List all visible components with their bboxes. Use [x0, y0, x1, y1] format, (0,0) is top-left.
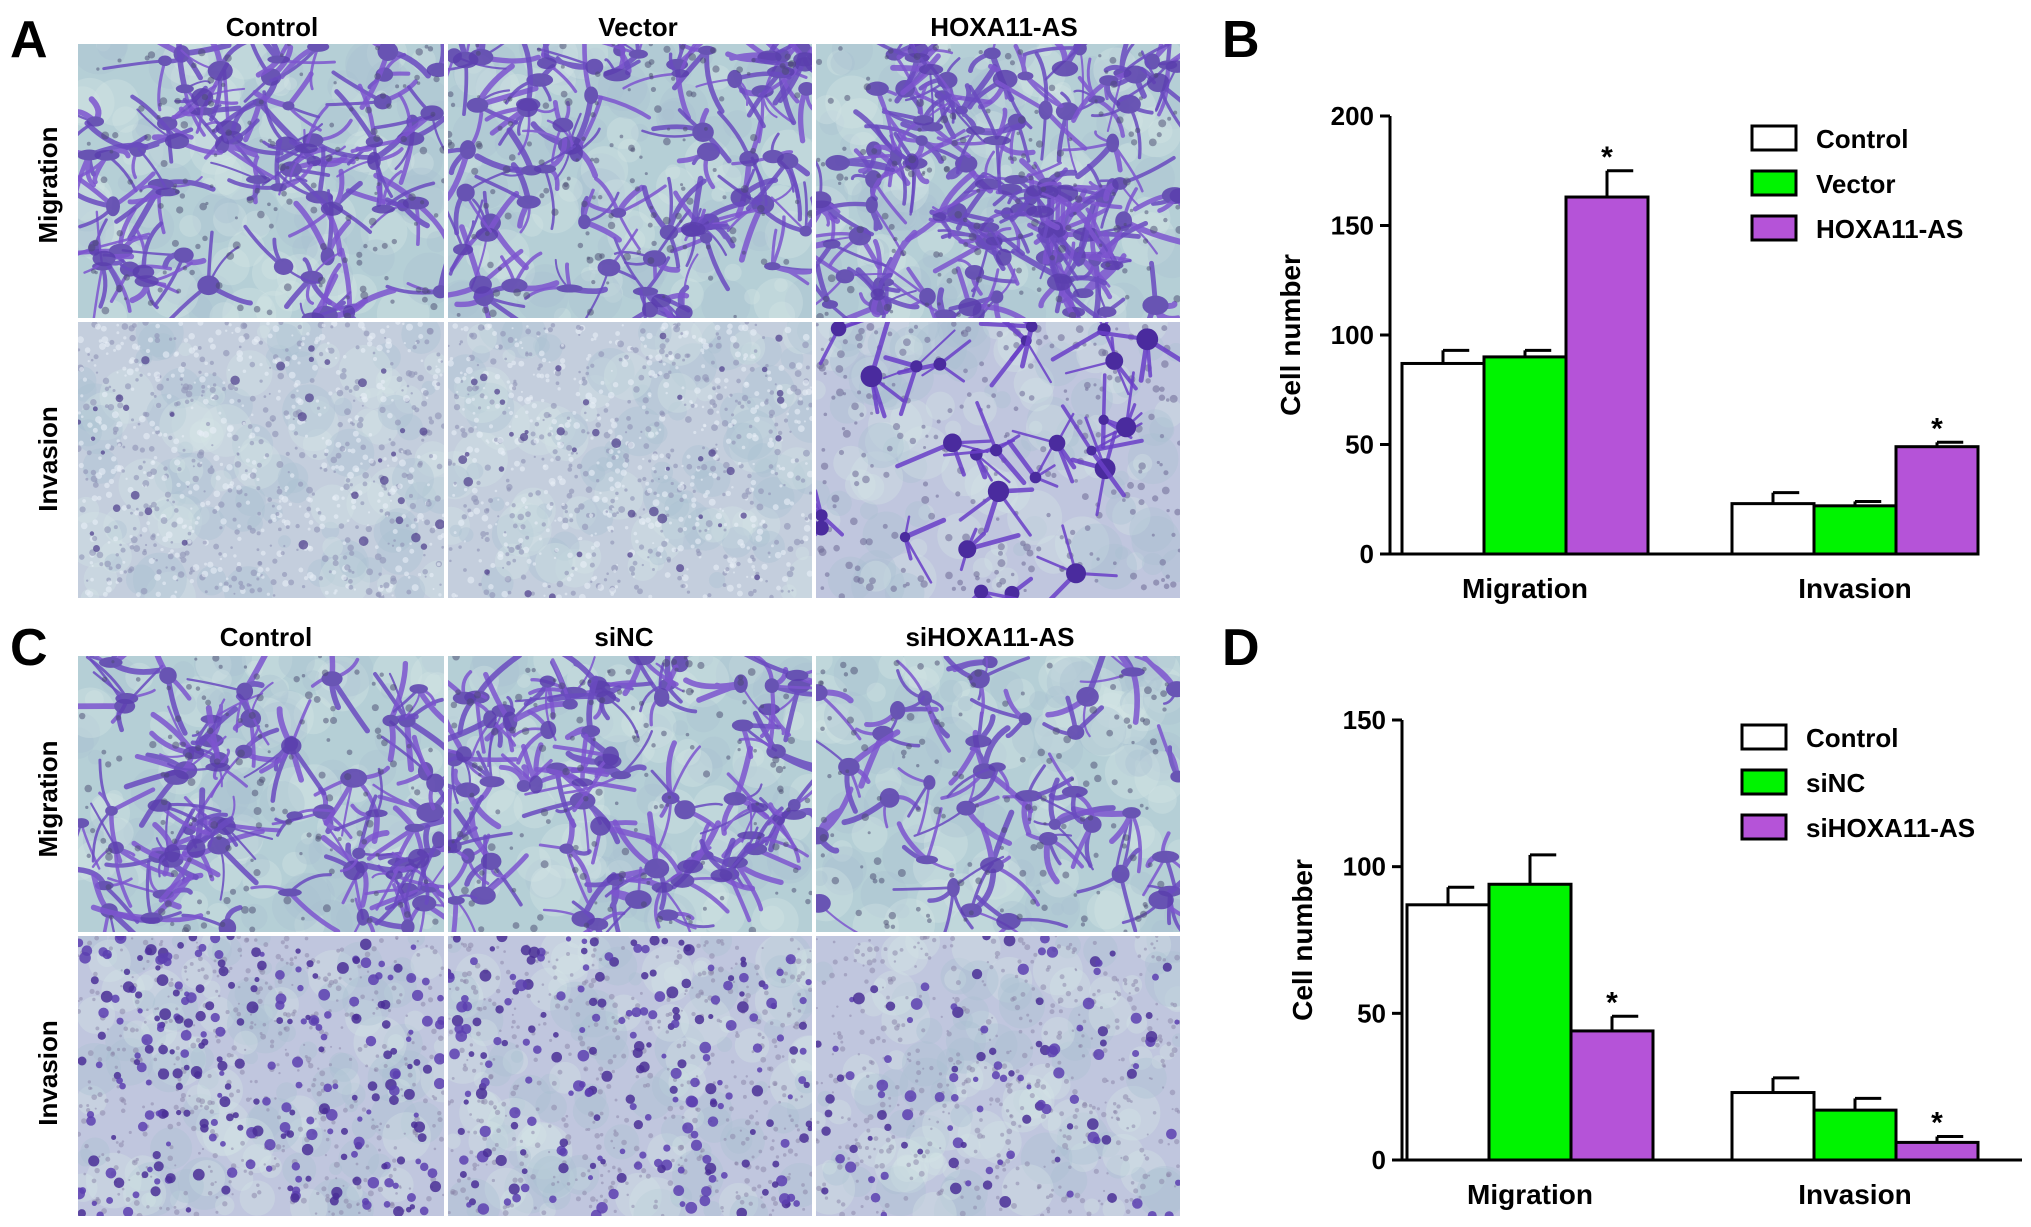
- panel-letter-a: A: [10, 11, 48, 69]
- significance-marker: *: [1931, 1107, 1943, 1140]
- y-tick-label: 150: [1343, 705, 1386, 735]
- micro-texture: [448, 656, 812, 932]
- micro-texture: [448, 44, 812, 318]
- legend-swatch: [1750, 124, 1798, 152]
- micro-c-sihoxa11-as-invasion: [816, 936, 1180, 1216]
- y-tick-label: 50: [1345, 430, 1374, 460]
- significance-marker: *: [1606, 986, 1618, 1019]
- bar: [1569, 1029, 1655, 1162]
- micro-c-sinc-invasion: [448, 936, 812, 1216]
- micro-texture: [78, 656, 444, 932]
- panel-c-column-title-control: Control: [219, 622, 313, 652]
- y-tick-label: 50: [1357, 998, 1386, 1028]
- bar: [1812, 504, 1898, 556]
- micro-texture: [448, 322, 812, 598]
- chart-b: 0 50 100 150 200 Cell number * Migration * Invasi…: [1222, 90, 2022, 620]
- micro-texture: [816, 322, 1180, 598]
- panel-c-column-title-sihoxa11-as: siHOXA11-AS: [905, 622, 1075, 652]
- x-tick-label: Invasion: [1798, 1179, 1912, 1210]
- y-tick-label: 0: [1360, 539, 1374, 569]
- bar: [1894, 445, 1980, 556]
- y-axis-label: Cell number: [1275, 254, 1306, 416]
- legend-swatch: [1740, 768, 1788, 796]
- micro-c-control-invasion: [78, 936, 444, 1216]
- micro-a-vector-invasion: [448, 322, 812, 598]
- bar: [1812, 1108, 1898, 1162]
- significance-marker: *: [1601, 141, 1613, 174]
- legend-label: Control: [1816, 124, 1908, 154]
- chart-d: 0 50 100 150 Cell number * Migration * Invasion C…: [1222, 700, 2022, 1220]
- panel-a-column-title-vector: Vector: [598, 12, 678, 42]
- x-tick-label: Migration: [1467, 1179, 1593, 1210]
- micro-a-control-invasion: [78, 322, 444, 598]
- bar: [1894, 1140, 1980, 1162]
- panel-letter-c: C: [10, 619, 48, 677]
- x-tick-label: Migration: [1462, 573, 1588, 604]
- legend-swatch: [1750, 214, 1798, 242]
- panel-a-row-title-migration: Migration: [33, 126, 63, 244]
- micro-a-control-migration: [78, 44, 444, 318]
- legend-swatch: [1750, 169, 1798, 197]
- panel-a-column-title-hoxa11-as: HOXA11-AS: [930, 12, 1078, 42]
- bar: [1487, 882, 1573, 1162]
- y-tick-label: 200: [1331, 101, 1374, 131]
- micro-texture: [816, 44, 1180, 318]
- panel-letter-d: D: [1222, 619, 1260, 677]
- y-tick-label: 100: [1343, 852, 1386, 882]
- bar: [1730, 1091, 1816, 1162]
- micro-a-hoxa11-as-invasion: [816, 322, 1180, 598]
- micro-texture: [448, 936, 812, 1216]
- micro-texture: [78, 44, 444, 318]
- panel-c-column-title-sinc: siNC: [594, 622, 654, 652]
- panel-a-column-title-control: Control: [225, 12, 319, 42]
- x-tick-label: Invasion: [1798, 573, 1912, 604]
- micro-a-vector-migration: [448, 44, 812, 318]
- legend-swatch: [1740, 813, 1788, 841]
- legend-swatch: [1740, 723, 1788, 751]
- bar: [1730, 502, 1816, 556]
- y-tick-label: 150: [1331, 211, 1374, 241]
- significance-marker: *: [1931, 412, 1943, 445]
- y-axis-label: Cell number: [1287, 859, 1318, 1021]
- micro-c-sihoxa11-as-migration: [816, 656, 1180, 932]
- panel-c-row-title-invasion: Invasion: [33, 1020, 63, 1126]
- micro-texture: [816, 936, 1180, 1216]
- y-tick-label: 0: [1372, 1145, 1386, 1175]
- legend-label: siNC: [1806, 768, 1865, 798]
- panel-letter-b: B: [1222, 11, 1260, 69]
- legend-label: Vector: [1816, 169, 1896, 199]
- micro-a-hoxa11-as-migration: [816, 44, 1180, 318]
- micro-c-control-migration: [78, 656, 444, 932]
- bar: [1564, 195, 1650, 556]
- legend-label: HOXA11-AS: [1816, 214, 1963, 244]
- bar: [1405, 903, 1491, 1162]
- panel-a-row-title-invasion: Invasion: [33, 406, 63, 512]
- chart-d-svg: 0 50 100 150 Cell number * Migration * Invasion C…: [1287, 705, 2022, 1210]
- micro-c-sinc-migration: [448, 656, 812, 932]
- micro-texture: [78, 322, 444, 598]
- bar: [1482, 355, 1568, 556]
- micro-texture: [816, 656, 1180, 932]
- bar: [1400, 361, 1486, 556]
- panel-c-row-title-migration: Migration: [33, 740, 63, 858]
- chart-b-svg: 0 50 100 150 200 Cell number * Migration * Invasi…: [1275, 101, 1980, 604]
- legend-label: siHOXA11-AS: [1806, 813, 1975, 843]
- micro-texture: [78, 936, 444, 1216]
- y-tick-label: 100: [1331, 320, 1374, 350]
- legend-label: Control: [1806, 723, 1898, 753]
